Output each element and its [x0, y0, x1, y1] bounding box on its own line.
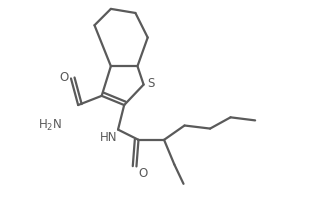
Text: HN: HN — [99, 131, 117, 144]
Text: O: O — [138, 167, 148, 180]
Text: O: O — [60, 71, 69, 84]
Text: H$_2$N: H$_2$N — [38, 118, 62, 133]
Text: S: S — [148, 77, 155, 90]
